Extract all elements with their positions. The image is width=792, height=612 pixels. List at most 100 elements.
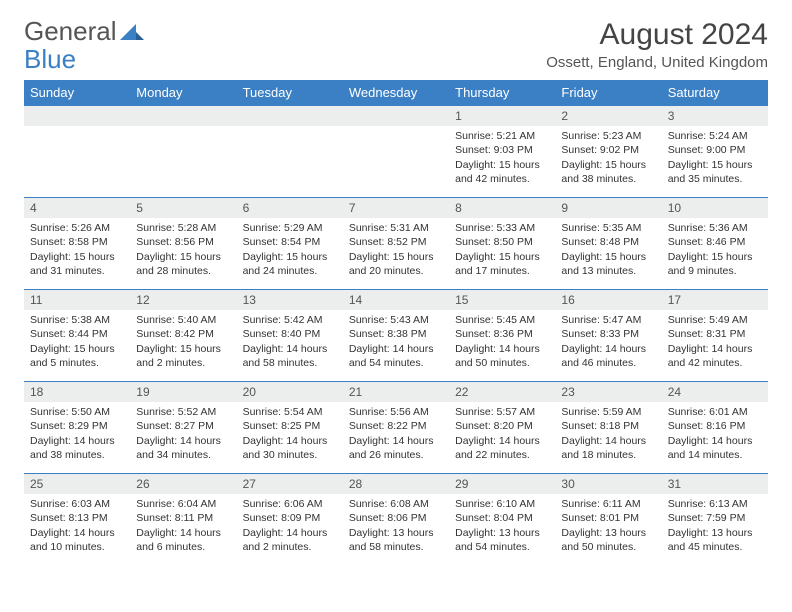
daylight-line: Daylight: 14 hours and 58 minutes. (243, 342, 337, 370)
day-details: Sunrise: 6:06 AMSunset: 8:09 PMDaylight:… (237, 494, 343, 558)
day-number: 7 (343, 198, 449, 218)
calendar-day-cell: 30Sunrise: 6:11 AMSunset: 8:01 PMDayligh… (555, 474, 661, 566)
calendar-week-row: 4Sunrise: 5:26 AMSunset: 8:58 PMDaylight… (24, 198, 768, 290)
day-details: Sunrise: 5:45 AMSunset: 8:36 PMDaylight:… (449, 310, 555, 374)
sunset-line: Sunset: 8:58 PM (30, 235, 124, 249)
day-details: Sunrise: 5:50 AMSunset: 8:29 PMDaylight:… (24, 402, 130, 466)
day-details: Sunrise: 6:11 AMSunset: 8:01 PMDaylight:… (555, 494, 661, 558)
day-number: 9 (555, 198, 661, 218)
sunset-line: Sunset: 8:29 PM (30, 419, 124, 433)
daylight-line: Daylight: 15 hours and 24 minutes. (243, 250, 337, 278)
day-details: Sunrise: 5:54 AMSunset: 8:25 PMDaylight:… (237, 402, 343, 466)
day-number: 1 (449, 106, 555, 126)
day-details: Sunrise: 6:13 AMSunset: 7:59 PMDaylight:… (662, 494, 768, 558)
sunrise-line: Sunrise: 5:28 AM (136, 221, 230, 235)
sunset-line: Sunset: 9:03 PM (455, 143, 549, 157)
calendar-day-cell: 28Sunrise: 6:08 AMSunset: 8:06 PMDayligh… (343, 474, 449, 566)
calendar-day-cell: 2Sunrise: 5:23 AMSunset: 9:02 PMDaylight… (555, 106, 661, 198)
calendar-day-cell: 25Sunrise: 6:03 AMSunset: 8:13 PMDayligh… (24, 474, 130, 566)
calendar-day-cell: 12Sunrise: 5:40 AMSunset: 8:42 PMDayligh… (130, 290, 236, 382)
day-number: 24 (662, 382, 768, 402)
day-details: Sunrise: 6:03 AMSunset: 8:13 PMDaylight:… (24, 494, 130, 558)
day-number: 12 (130, 290, 236, 310)
daylight-line: Daylight: 14 hours and 18 minutes. (561, 434, 655, 462)
day-number: 6 (237, 198, 343, 218)
sunset-line: Sunset: 8:52 PM (349, 235, 443, 249)
sunrise-line: Sunrise: 5:29 AM (243, 221, 337, 235)
day-details: Sunrise: 5:33 AMSunset: 8:50 PMDaylight:… (449, 218, 555, 282)
daylight-line: Daylight: 14 hours and 38 minutes. (30, 434, 124, 462)
daylight-line: Daylight: 14 hours and 6 minutes. (136, 526, 230, 554)
calendar-day-cell: 18Sunrise: 5:50 AMSunset: 8:29 PMDayligh… (24, 382, 130, 474)
day-details: Sunrise: 5:31 AMSunset: 8:52 PMDaylight:… (343, 218, 449, 282)
sunset-line: Sunset: 8:25 PM (243, 419, 337, 433)
title-block: August 2024 Ossett, England, United King… (546, 18, 768, 71)
sunrise-line: Sunrise: 6:13 AM (668, 497, 762, 511)
calendar-day-cell: 3Sunrise: 5:24 AMSunset: 9:00 PMDaylight… (662, 106, 768, 198)
day-number: 14 (343, 290, 449, 310)
sunset-line: Sunset: 8:22 PM (349, 419, 443, 433)
day-number: 31 (662, 474, 768, 494)
sunrise-line: Sunrise: 5:31 AM (349, 221, 443, 235)
day-details: Sunrise: 5:28 AMSunset: 8:56 PMDaylight:… (130, 218, 236, 282)
sunset-line: Sunset: 8:48 PM (561, 235, 655, 249)
sunrise-line: Sunrise: 6:04 AM (136, 497, 230, 511)
sunset-line: Sunset: 8:46 PM (668, 235, 762, 249)
sunset-line: Sunset: 8:44 PM (30, 327, 124, 341)
sunrise-line: Sunrise: 5:52 AM (136, 405, 230, 419)
daylight-line: Daylight: 15 hours and 5 minutes. (30, 342, 124, 370)
weekday-header: Tuesday (237, 80, 343, 106)
calendar-day-cell: 31Sunrise: 6:13 AMSunset: 7:59 PMDayligh… (662, 474, 768, 566)
day-details: Sunrise: 5:35 AMSunset: 8:48 PMDaylight:… (555, 218, 661, 282)
sunset-line: Sunset: 8:13 PM (30, 511, 124, 525)
logo-text-1: General (24, 16, 117, 46)
daylight-line: Daylight: 13 hours and 58 minutes. (349, 526, 443, 554)
sunset-line: Sunset: 8:38 PM (349, 327, 443, 341)
daylight-line: Daylight: 15 hours and 9 minutes. (668, 250, 762, 278)
day-number: 25 (24, 474, 130, 494)
calendar-day-cell: 5Sunrise: 5:28 AMSunset: 8:56 PMDaylight… (130, 198, 236, 290)
calendar-day-cell: 24Sunrise: 6:01 AMSunset: 8:16 PMDayligh… (662, 382, 768, 474)
calendar-day-cell: 10Sunrise: 5:36 AMSunset: 8:46 PMDayligh… (662, 198, 768, 290)
day-number: 23 (555, 382, 661, 402)
sunrise-line: Sunrise: 5:36 AM (668, 221, 762, 235)
day-details: Sunrise: 5:47 AMSunset: 8:33 PMDaylight:… (555, 310, 661, 374)
sunrise-line: Sunrise: 5:47 AM (561, 313, 655, 327)
calendar-day-cell: 20Sunrise: 5:54 AMSunset: 8:25 PMDayligh… (237, 382, 343, 474)
calendar-day-cell (130, 106, 236, 198)
day-number: 3 (662, 106, 768, 126)
daylight-line: Daylight: 15 hours and 31 minutes. (30, 250, 124, 278)
calendar-day-cell: 29Sunrise: 6:10 AMSunset: 8:04 PMDayligh… (449, 474, 555, 566)
sunset-line: Sunset: 7:59 PM (668, 511, 762, 525)
daylight-line: Daylight: 13 hours and 54 minutes. (455, 526, 549, 554)
calendar-day-cell (343, 106, 449, 198)
sunset-line: Sunset: 8:50 PM (455, 235, 549, 249)
day-details: Sunrise: 5:40 AMSunset: 8:42 PMDaylight:… (130, 310, 236, 374)
daylight-line: Daylight: 15 hours and 42 minutes. (455, 158, 549, 186)
day-number: 19 (130, 382, 236, 402)
day-details: Sunrise: 5:21 AMSunset: 9:03 PMDaylight:… (449, 126, 555, 190)
daylight-line: Daylight: 14 hours and 42 minutes. (668, 342, 762, 370)
calendar-head: SundayMondayTuesdayWednesdayThursdayFrid… (24, 80, 768, 106)
sunset-line: Sunset: 8:16 PM (668, 419, 762, 433)
day-number: 29 (449, 474, 555, 494)
calendar-day-cell: 27Sunrise: 6:06 AMSunset: 8:09 PMDayligh… (237, 474, 343, 566)
sunrise-line: Sunrise: 5:24 AM (668, 129, 762, 143)
month-title: August 2024 (546, 18, 768, 52)
calendar-week-row: 1Sunrise: 5:21 AMSunset: 9:03 PMDaylight… (24, 106, 768, 198)
sunset-line: Sunset: 9:00 PM (668, 143, 762, 157)
daylight-line: Daylight: 14 hours and 14 minutes. (668, 434, 762, 462)
sunrise-line: Sunrise: 5:57 AM (455, 405, 549, 419)
day-details: Sunrise: 5:42 AMSunset: 8:40 PMDaylight:… (237, 310, 343, 374)
day-number: 5 (130, 198, 236, 218)
daylight-line: Daylight: 14 hours and 50 minutes. (455, 342, 549, 370)
day-number: 26 (130, 474, 236, 494)
day-number: 2 (555, 106, 661, 126)
weekday-header: Monday (130, 80, 236, 106)
daylight-line: Daylight: 15 hours and 28 minutes. (136, 250, 230, 278)
calendar-day-cell: 11Sunrise: 5:38 AMSunset: 8:44 PMDayligh… (24, 290, 130, 382)
calendar-week-row: 25Sunrise: 6:03 AMSunset: 8:13 PMDayligh… (24, 474, 768, 566)
sunrise-line: Sunrise: 5:50 AM (30, 405, 124, 419)
calendar-day-cell: 19Sunrise: 5:52 AMSunset: 8:27 PMDayligh… (130, 382, 236, 474)
calendar-day-cell: 1Sunrise: 5:21 AMSunset: 9:03 PMDaylight… (449, 106, 555, 198)
